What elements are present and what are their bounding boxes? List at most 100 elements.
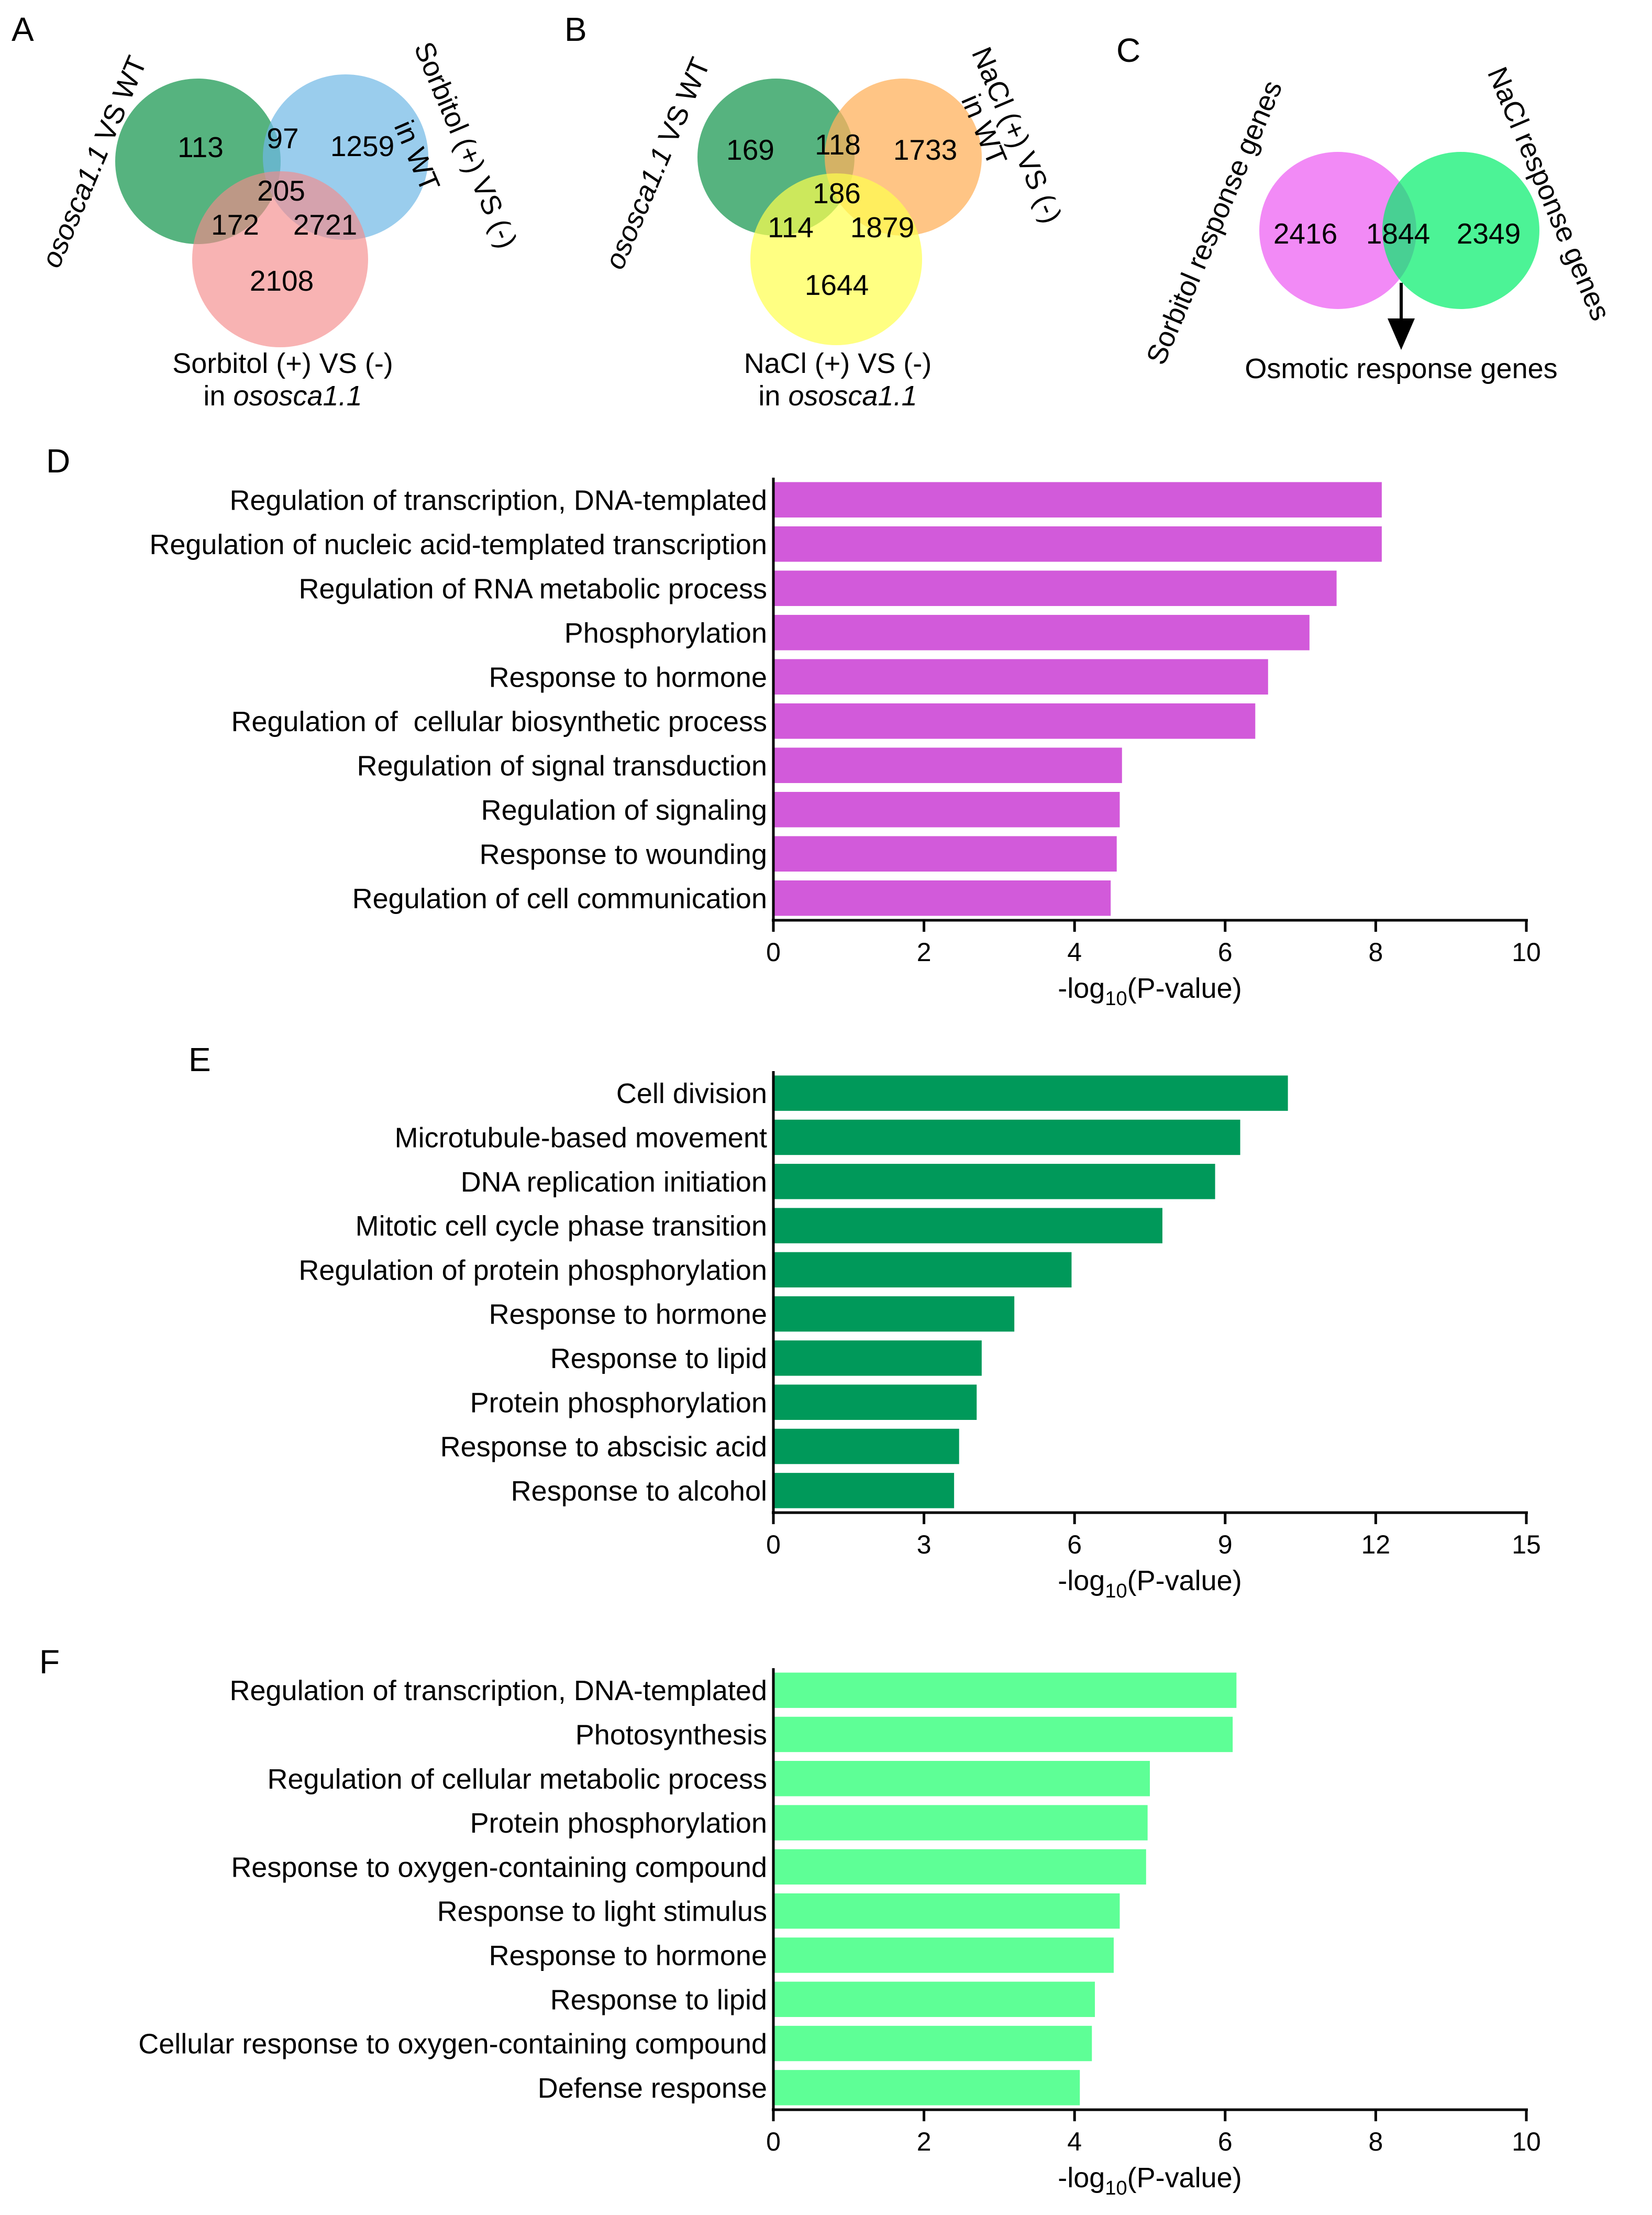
chart-e-x-tick-label-4: 9 (1218, 1530, 1233, 1559)
chart-d-category-label-7: Regulation of signal transduction (357, 750, 767, 781)
chart-e-category-label-1: Cell division (616, 1078, 767, 1109)
panel-label-c: C (1116, 31, 1140, 69)
venn-c-count-s12: 1844 (1366, 217, 1430, 250)
venn-a-count-s23: 2721 (293, 208, 357, 241)
chart-d-bar-10 (773, 880, 1111, 916)
chart-e: Cell division Microtubule-based movement D… (298, 1071, 1541, 1602)
chart-e-category-label-5: Regulation of protein phosphorylation (298, 1254, 767, 1286)
chart-f: Regulation of transcription, DNA-templat… (138, 1668, 1541, 2199)
chart-f-bar-10 (773, 2070, 1080, 2106)
panel-a-venn: A 113 97 1259 205 172 2721 2108 ososca1.… (12, 10, 523, 412)
chart-e-x-tick-label-3: 6 (1067, 1530, 1082, 1559)
chart-f-x-tick-label-5: 8 (1368, 2127, 1383, 2156)
chart-d-category-label-9: Response to wounding (480, 839, 767, 870)
venn-a-count-only1: 113 (178, 131, 224, 163)
chart-e-category-label-6: Response to hormone (489, 1299, 767, 1330)
chart-d-category-label-10: Regulation of cell communication (352, 883, 767, 914)
chart-e-x-tick-label-1: 0 (766, 1530, 781, 1559)
chart-f-category-label-6: Response to light stimulus (437, 1896, 767, 1927)
chart-f-bar-2 (773, 1716, 1233, 1753)
panel-label-a: A (12, 10, 34, 48)
chart-e-bar-6 (773, 1296, 1015, 1332)
chart-f-category-label-9: Cellular response to oxygen-containing c… (138, 2029, 767, 2060)
chart-f-category-label-4: Protein phosphorylation (470, 1808, 767, 1839)
chart-f-bar-3 (773, 1761, 1150, 1797)
chart-d-bar-8 (773, 791, 1120, 828)
venn-b-count-only1: 169 (726, 134, 774, 166)
chart-f-bar-9 (773, 2025, 1092, 2062)
chart-d-bar-9 (773, 836, 1117, 872)
venn-b-count-only2: 1733 (893, 134, 957, 166)
panel-label-f: F (39, 1643, 60, 1681)
panel-c-venn: C 2416 1844 2349 Sorbitol response genes… (1116, 31, 1616, 384)
chart-f-bar-6 (773, 1893, 1120, 1929)
chart-e-category-label-3: DNA replication initiation (461, 1166, 767, 1198)
chart-e-bar-2 (773, 1119, 1240, 1155)
venn-c-circle-2 (1382, 152, 1539, 309)
venn-a-caption-set3-line2: in ososca1.1 (203, 380, 362, 412)
chart-d-bar-7 (773, 747, 1122, 784)
chart-f-x-tick-label-1: 0 (766, 2127, 781, 2156)
chart-f-x-tick-label-3: 4 (1067, 2127, 1082, 2156)
venn-b-count-only3: 1644 (805, 269, 869, 301)
chart-f-category-label-3: Regulation of cellular metabolic process (268, 1764, 768, 1795)
chart-e-category-label-7: Response to lipid (550, 1343, 767, 1374)
venn-c-arrow-head (1388, 318, 1415, 350)
chart-f-bar-5 (773, 1849, 1146, 1885)
venn-a-count-s123: 205 (257, 174, 305, 207)
venn-a-circle-3 (192, 171, 368, 347)
venn-a-count-only2: 1259 (330, 130, 394, 162)
chart-d-category-label-5: Response to hormone (489, 662, 767, 693)
chart-d-category-label-2: Regulation of nucleic acid-templated tra… (149, 529, 767, 560)
chart-e-bar-8 (773, 1384, 977, 1420)
chart-e-bar-10 (773, 1473, 955, 1508)
venn-b-caption-set3-line1: NaCl (+) VS (-) (744, 348, 932, 379)
venn-b-count-s13: 114 (768, 211, 814, 244)
venn-b-count-s12: 118 (815, 128, 861, 161)
chart-d-x-axis-title: -log10(P-value) (1058, 973, 1241, 1010)
chart-f-x-tick-label-4: 6 (1218, 2127, 1233, 2156)
chart-e-category-label-8: Protein phosphorylation (470, 1387, 767, 1418)
chart-d-bar-3 (773, 570, 1337, 607)
chart-f-x-tick-label-2: 2 (917, 2127, 932, 2156)
venn-a-count-only3: 2108 (250, 265, 314, 297)
chart-d-x-tick-label-6: 10 (1512, 938, 1541, 967)
venn-a-count-s13: 172 (211, 208, 259, 241)
chart-d-x-tick-label-2: 2 (917, 938, 932, 967)
chart-e-bar-9 (773, 1428, 959, 1464)
chart-e-category-label-9: Response to abscisic acid (440, 1431, 767, 1463)
chart-f-category-label-1: Regulation of transcription, DNA-templat… (229, 1675, 767, 1706)
chart-d-x-tick-label-3: 4 (1067, 938, 1082, 967)
chart-e-category-label-4: Mitotic cell cycle phase transition (356, 1210, 767, 1242)
chart-d: Regulation of transcription, DNA-templat… (149, 478, 1541, 1010)
chart-e-x-tick-label-5: 12 (1361, 1530, 1391, 1559)
chart-d-x-tick-label-5: 8 (1368, 938, 1383, 967)
chart-d-category-label-8: Regulation of signaling (481, 795, 767, 826)
chart-d-category-label-4: Phosphorylation (564, 618, 767, 649)
chart-f-category-label-5: Response to oxygen-containing compound (231, 1852, 767, 1883)
chart-e-bar-1 (773, 1075, 1288, 1111)
chart-e-bar-3 (773, 1164, 1215, 1199)
venn-b-caption-set3-line2: in ososca1.1 (758, 380, 917, 412)
chart-f-bar-1 (773, 1672, 1237, 1708)
chart-e-bar-5 (773, 1252, 1072, 1288)
chart-e-bar-4 (773, 1208, 1162, 1243)
chart-f-bar-4 (773, 1805, 1148, 1841)
chart-e-category-label-2: Microtubule-based movement (395, 1122, 767, 1153)
chart-f-category-label-10: Defense response (538, 2073, 767, 2104)
chart-f-x-tick-label-6: 10 (1512, 2127, 1541, 2156)
chart-d-category-label-3: Regulation of RNA metabolic process (299, 573, 767, 604)
chart-d-category-label-6: Regulation of cellular biosynthetic proc… (231, 706, 767, 737)
chart-e-x-axis-title: -log10(P-value) (1058, 1565, 1241, 1602)
chart-f-category-label-7: Response to hormone (489, 1940, 767, 1971)
venn-c-caption-arrow: Osmotic response genes (1245, 353, 1557, 384)
chart-f-bar-8 (773, 1981, 1095, 2017)
chart-d-bar-2 (773, 526, 1382, 562)
venn-c-count-only2: 2349 (1457, 217, 1521, 250)
chart-d-bar-6 (773, 703, 1256, 739)
chart-f-bar-7 (773, 1937, 1114, 1973)
chart-d-bar-1 (773, 482, 1382, 518)
chart-f-category-label-2: Photosynthesis (575, 1719, 767, 1750)
chart-d-bar-5 (773, 659, 1268, 695)
